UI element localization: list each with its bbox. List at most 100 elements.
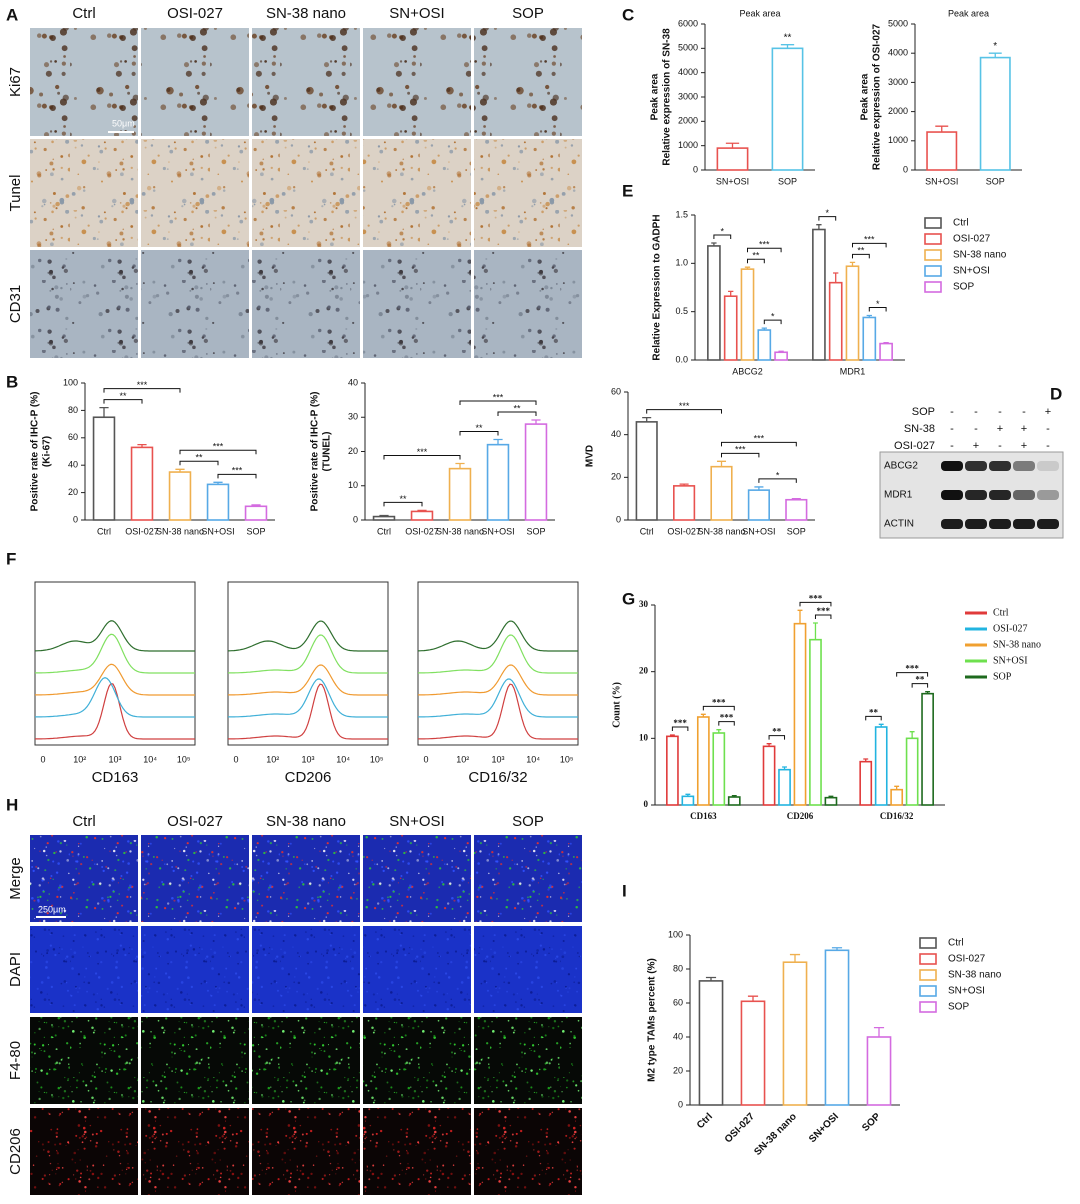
histogram-curve (228, 683, 388, 740)
error-bar (778, 350, 784, 353)
y-tick-label: 3000 (678, 91, 698, 101)
treatment-mark: + (973, 440, 979, 452)
scale-bar-label: 250μm (38, 904, 66, 914)
error-bar (417, 509, 427, 512)
error-bar (685, 793, 691, 797)
histogram-curve (417, 620, 578, 652)
significance: *** (735, 445, 746, 455)
histogram-curve (228, 634, 388, 674)
bar (130, 446, 154, 521)
x-tick-label: 10⁴ (526, 754, 540, 764)
significance: *** (417, 447, 428, 457)
x-tick-label: SN+OSI (201, 526, 234, 536)
x-tick-label: CD16/32 (880, 811, 914, 821)
row-label: Ki67 (7, 67, 24, 97)
error-bar (797, 609, 803, 624)
significance: *** (712, 697, 726, 707)
histogram-curve (35, 663, 195, 696)
chart: Positive rate of IHC-P (%) (Ki-67) 0 20 40 60… (30, 377, 275, 536)
column-label: SOP (512, 5, 544, 22)
treatment-mark: - (974, 406, 978, 418)
error-bar (761, 327, 767, 331)
y-tick-label: 0 (693, 164, 698, 174)
error-bar (816, 224, 822, 230)
significance: *** (816, 606, 830, 616)
y-axis-label: (Ki-67) (42, 436, 53, 467)
micrograph (30, 139, 138, 247)
bar (712, 732, 726, 806)
legend-label: SN-38 nano (993, 639, 1041, 650)
error-bar (531, 419, 541, 425)
bar (782, 961, 808, 1106)
legend-swatch (924, 265, 942, 277)
x-tick-label: SN+OSI (807, 1111, 841, 1145)
histogram-frame (34, 581, 196, 746)
column-label: SN+OSI (389, 5, 444, 22)
y-tick-label: 10 (348, 480, 358, 490)
micrograph (474, 835, 582, 922)
y-tick-label: 2000 (888, 106, 908, 116)
bar (410, 510, 434, 521)
error-bar (175, 468, 185, 473)
row-label: DAPI (7, 952, 24, 987)
row-label: Merge (7, 857, 24, 900)
error-bar (828, 795, 834, 798)
x-axis-label: CD163 (92, 769, 139, 786)
y-tick-label: 60 (673, 997, 683, 1007)
y-tick-label: 100 (63, 377, 78, 387)
error-bar (883, 341, 889, 344)
y-axis-label: Positive rate of IHC-P (%) (30, 392, 41, 512)
legend-label: Ctrl (948, 938, 964, 949)
significance-bracket (911, 683, 929, 688)
x-tick-label: 10² (73, 754, 86, 764)
micrograph (474, 139, 582, 247)
treatment-mark: - (950, 440, 954, 452)
bar (723, 295, 738, 361)
error-bar (791, 498, 801, 500)
x-tick-label: SN+OSI (925, 176, 958, 186)
significance: ** (869, 707, 879, 717)
legend-label: SOP (993, 671, 1012, 682)
significance: * (776, 470, 780, 480)
significance-bracket (459, 400, 537, 405)
micrograph (474, 28, 582, 136)
significance: *** (673, 718, 687, 728)
x-tick-label: 10⁴ (336, 754, 350, 764)
significance-bracket (721, 452, 760, 458)
chart-title: Peak area (739, 8, 780, 18)
y-axis-label: Relative expression of OSI-027 (872, 23, 883, 170)
histogram-curve (35, 633, 195, 674)
x-tick-label: Ctrl (377, 526, 391, 536)
legend-label: OSI-027 (953, 234, 991, 245)
bar (778, 768, 791, 806)
band (989, 490, 1011, 500)
error-bar (925, 691, 931, 694)
legend-label: OSI-027 (948, 954, 986, 965)
bar (774, 351, 788, 361)
micrograph (30, 835, 138, 922)
column-label: OSI-027 (167, 813, 223, 830)
significance-bracket (217, 473, 257, 479)
histogram-curve (418, 678, 578, 718)
error-bar (705, 976, 717, 981)
chart: M2 type TAMs percent (%) 0 20 40 60 80 100 Ctrl… (647, 929, 1002, 1158)
bar (372, 515, 396, 521)
error-bar (728, 290, 734, 297)
x-tick-label: 10³ (491, 754, 504, 764)
y-tick-label: 80 (673, 963, 683, 973)
band (1013, 490, 1035, 500)
bar (486, 443, 510, 521)
y-tick-label: 20 (673, 1065, 683, 1075)
significance: ** (195, 453, 203, 463)
micrograph (252, 1017, 360, 1104)
micrograph (30, 1108, 138, 1195)
band (941, 461, 963, 471)
band (1013, 519, 1035, 529)
x-tick-label: SN+OSI (716, 176, 749, 186)
histogram-frame (417, 581, 579, 746)
error-bar (849, 261, 856, 267)
x-tick-label: SOP (860, 1111, 883, 1134)
significance-bracket (768, 735, 786, 740)
